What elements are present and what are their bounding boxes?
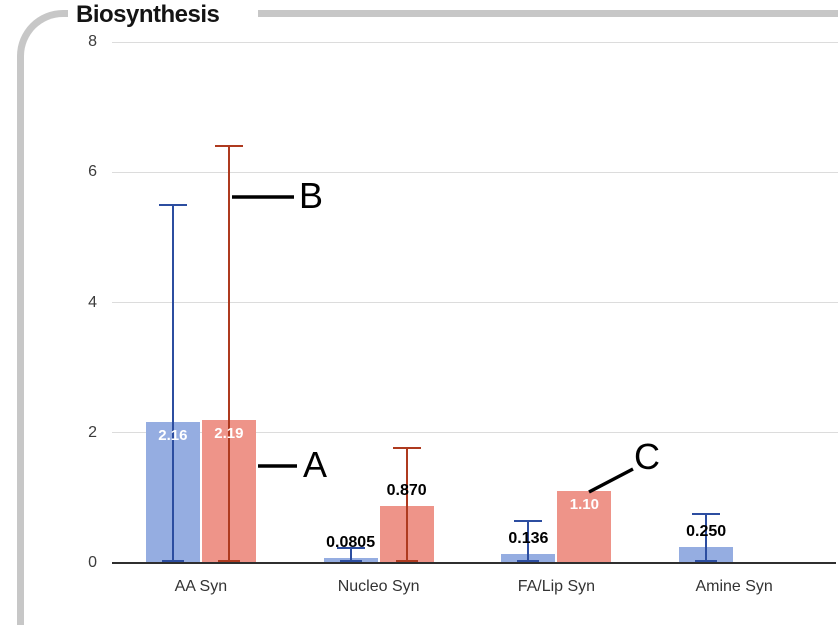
panel-border-corner [17,10,68,625]
error-cap-top-fa-lip-syn-series-blue [514,520,543,523]
category-label-aa-syn: AA Syn [174,578,228,595]
error-cap-top-nucleo-syn-series-red [392,446,421,449]
annotation-line-c [588,467,634,494]
annotation-letter-c: C [634,436,660,478]
error-cap-bottom-nucleo-syn-series-blue [339,560,362,563]
gridline-y8 [112,41,838,43]
value-label-amine-syn-series-blue: 0.250 [686,522,727,540]
annotation-letter-b: B [299,175,324,217]
error-cap-bottom-fa-lip-syn-series-blue [517,560,540,563]
gridline-y2 [112,432,838,434]
error-cap-top-nucleo-syn-series-blue [336,547,365,550]
y-axis-tick-label: 2 [88,423,97,441]
error-bar-aa-syn-series-red [227,146,230,563]
value-label-aa-syn-series-red: 2.19 [214,425,244,443]
error-cap-top-aa-syn-series-red [214,145,243,148]
value-label-nucleo-syn-series-red: 0.870 [386,482,427,500]
chart-title: Biosynthesis [76,1,220,28]
y-axis-tick-label: 4 [88,293,97,311]
category-label-amine-syn: Amine Syn [695,578,773,595]
category-label-nucleo-syn: Nucleo Syn [337,578,420,595]
annotation-letter-a: A [303,444,328,486]
error-cap-bottom-amine-syn-series-blue [695,560,718,563]
error-cap-bottom-aa-syn-series-red [217,560,240,563]
y-axis-tick-label: 6 [88,163,97,181]
y-axis-tick-label: 8 [88,33,97,50]
error-bar-nucleo-syn-series-blue [349,548,352,563]
value-label-nucleo-syn-series-blue: 0.0805 [326,533,376,551]
error-cap-bottom-nucleo-syn-series-red [395,560,418,563]
value-label-fa-lip-syn-series-red: 1.10 [569,496,599,514]
error-cap-top-aa-syn-series-blue [158,203,187,206]
gridline-y4 [112,302,838,303]
value-label-fa-lip-syn-series-blue: 0.136 [508,530,549,548]
x-axis-line [112,562,836,564]
error-bar-amine-syn-series-blue [705,514,708,563]
panel-border-top [258,10,838,17]
error-cap-top-amine-syn-series-blue [692,513,721,516]
error-cap-bottom-aa-syn-series-blue [161,560,184,563]
bar-fa-lip-syn-series-red [557,491,612,563]
error-bar-fa-lip-syn-series-blue [527,521,530,563]
value-label-aa-syn-series-blue: 2.16 [158,427,188,445]
gridline-y6 [112,171,838,173]
category-label-fa-lip-syn: FA/Lip Syn [517,578,596,595]
error-bar-nucleo-syn-series-red [405,447,408,563]
error-bar-aa-syn-series-blue [171,204,174,563]
y-axis-tick-label: 0 [88,554,97,571]
